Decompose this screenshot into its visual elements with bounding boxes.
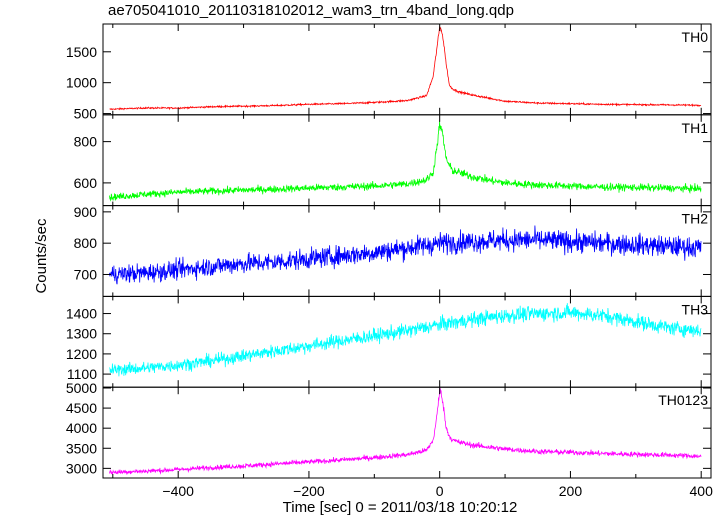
- series-line-th1: [109, 120, 702, 202]
- series-line-th0: [109, 26, 702, 111]
- panel-label: TH1: [682, 120, 709, 136]
- panel-th3: 1100 1200 1300 1400 TH3: [66, 295, 712, 388]
- panel-th0: 500 1000 1500 TH0: [66, 23, 712, 122]
- panel-label: TH2: [682, 211, 709, 227]
- y-tick-label: 5000: [66, 380, 97, 396]
- panel-frame: [102, 386, 712, 479]
- y-tick-label: 1300: [66, 326, 97, 342]
- y-tick-label: 1200: [66, 346, 97, 362]
- series-line-th0123: [109, 388, 702, 475]
- series-line-th2: [109, 225, 702, 285]
- y-axis-label: Counts/sec: [33, 218, 50, 294]
- y-tick-label: 700: [74, 266, 98, 282]
- panel-th0123: 3000 3500 4000 4500 5000 TH0123 −400 −200 0 200 40…: [66, 380, 713, 499]
- y-tick-label: 1100: [67, 366, 97, 382]
- panel-frame: [102, 295, 712, 388]
- panel-frame: [102, 23, 712, 116]
- x-axis-label: Time [sec] 0 = 2011/03/18 10:20:12: [283, 499, 518, 516]
- chart-title: ae705041010_20110318102012_wam3_trn_4ban…: [108, 2, 514, 19]
- x-tick-label: 200: [559, 483, 583, 499]
- panel-th1: 600 800 TH1: [74, 114, 712, 207]
- panel-label: TH0123: [658, 392, 708, 408]
- y-tick-label: 3500: [66, 440, 97, 456]
- y-tick-label: 900: [74, 204, 98, 220]
- x-tick-label: 400: [690, 483, 714, 499]
- panel-label: TH3: [682, 301, 709, 317]
- y-tick-label: 800: [74, 134, 98, 150]
- y-tick-label: 4000: [66, 420, 97, 436]
- y-tick-label: 600: [74, 175, 98, 191]
- panel-label: TH0: [682, 29, 709, 45]
- x-tick-label: −200: [293, 483, 325, 499]
- y-tick-label: 1000: [66, 75, 97, 91]
- y-tick-label: 500: [74, 106, 98, 122]
- y-tick-label: 1400: [66, 306, 97, 322]
- y-tick-label: 4500: [66, 400, 97, 416]
- panel-th2: 700 800 900 TH2: [74, 204, 712, 297]
- y-tick-label: 1500: [66, 44, 97, 60]
- series-line-th3: [109, 303, 702, 377]
- y-tick-label: 800: [74, 235, 98, 251]
- x-tick-label: −400: [162, 483, 194, 499]
- x-tick-label: 0: [436, 483, 444, 499]
- y-tick-label: 3000: [66, 460, 97, 476]
